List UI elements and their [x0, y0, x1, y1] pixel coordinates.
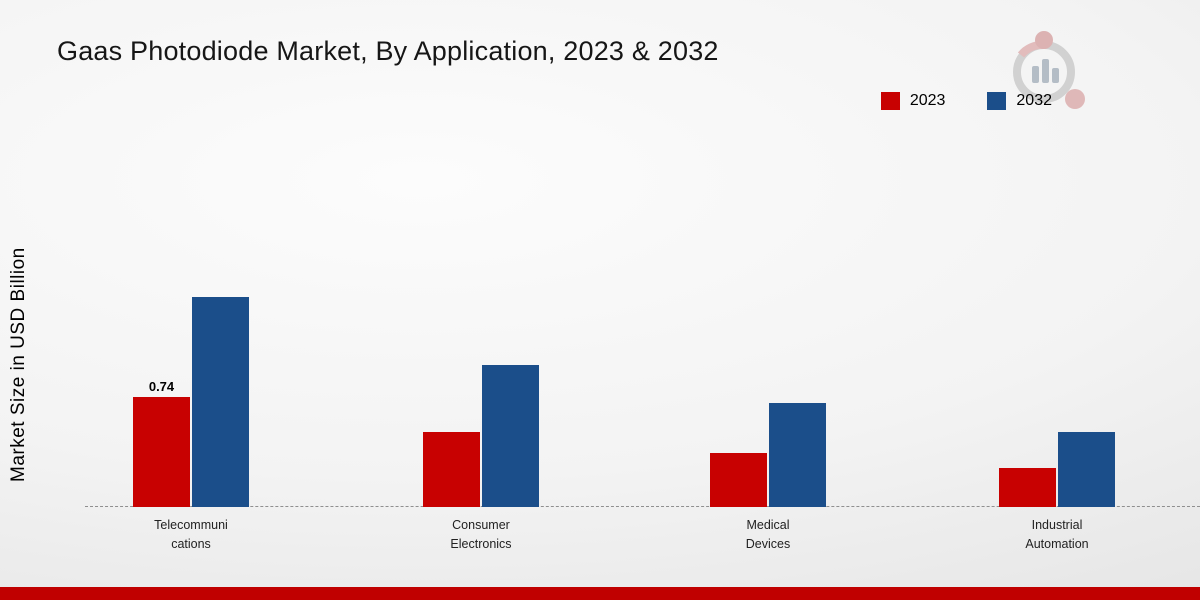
category-label: Industrial Automation [1025, 518, 1089, 552]
bar-2023 [999, 468, 1056, 507]
bar-2023 [423, 432, 480, 507]
bar-2023 [710, 453, 767, 507]
bar-group: Consumer Electronics [423, 365, 539, 551]
chart-title: Gaas Photodiode Market, By Application, … [57, 36, 719, 66]
bar-2032 [482, 365, 539, 507]
legend-swatch [880, 92, 900, 110]
legend-label: 2032 [1016, 92, 1052, 109]
category-label: Consumer Electronics [450, 518, 512, 552]
bar-2032 [192, 297, 249, 507]
x-axis-baseline [85, 506, 1200, 507]
plot-area: 0.74 Telecommuni cations Consumer Electron… [85, 297, 1200, 551]
legend-item-2032: 2032 [987, 92, 1052, 110]
bar-2032 [769, 403, 826, 507]
brand-logo-icon [1013, 31, 1085, 109]
data-label: 0.74 [148, 379, 175, 394]
footer-stripe [0, 587, 1200, 600]
bar-2023: 0.74 [133, 379, 190, 507]
bar-group: 0.74 Telecommuni cations [133, 297, 249, 551]
category-label: Telecommuni cations [154, 518, 228, 552]
brand-logo [996, 28, 1088, 114]
legend-label: 2023 [909, 92, 946, 109]
legend-item-2023: 2023 [880, 92, 946, 110]
bar-group: Industrial Automation [999, 432, 1115, 551]
legend: 2023 2032 [880, 92, 1052, 110]
bar-2032 [1058, 432, 1115, 507]
legend-swatch [987, 92, 1007, 110]
category-label: Medical Devices [745, 518, 791, 552]
bar-group: Medical Devices [710, 403, 826, 551]
